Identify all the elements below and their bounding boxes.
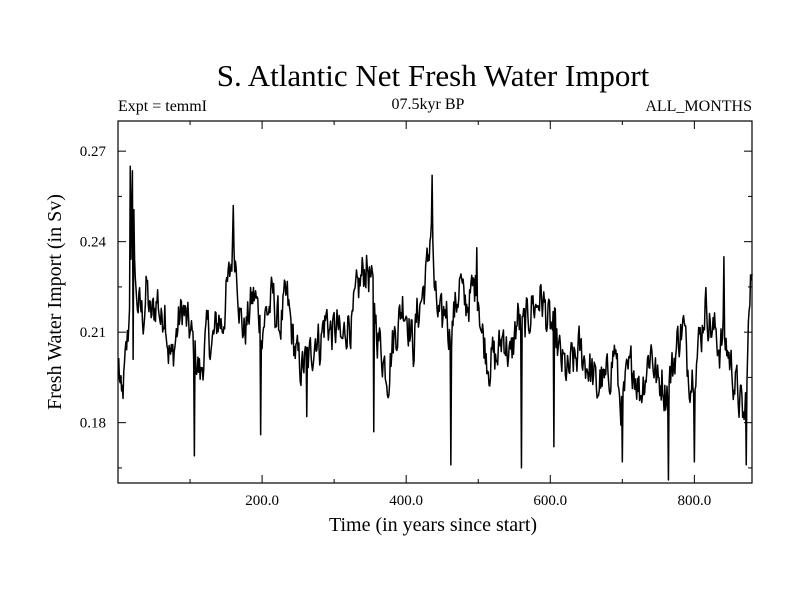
x-axis-ticks: 200.0 400.0 600.0 800.0 [189, 121, 711, 509]
x-tick-label: 200.0 [245, 493, 279, 509]
y-tick-label: 0.21 [80, 325, 106, 341]
period-label: 07.5kyr BP [392, 96, 465, 113]
plot-frame [117, 120, 753, 484]
x-tick-label: 800.0 [677, 493, 711, 509]
x-tick-label: 600.0 [533, 493, 567, 509]
chart-title: S. Atlantic Net Fresh Water Import [217, 58, 650, 93]
y-tick-label: 0.24 [80, 235, 107, 251]
y-tick-label: 0.18 [80, 416, 106, 432]
experiment-label: Expt = temmI [118, 98, 207, 115]
x-axis-label: Time (in years since start) [329, 514, 537, 536]
x-tick-label: 400.0 [389, 493, 423, 509]
y-axis-ticks: 0.18 0.21 0.24 0.27 [80, 144, 752, 469]
months-label: ALL_MONTHS [645, 98, 752, 115]
y-tick-label: 0.27 [80, 144, 107, 160]
y-axis-label: Fresh Water Import (in Sv) [44, 194, 66, 410]
fresh-water-import-series [117, 165, 753, 481]
